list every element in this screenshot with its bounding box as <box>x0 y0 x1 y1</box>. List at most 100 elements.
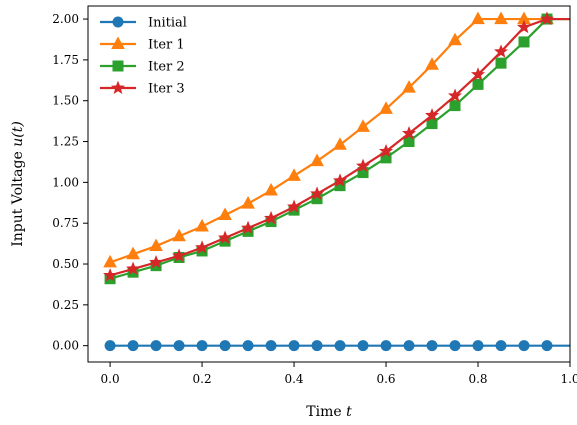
data-point <box>403 340 415 352</box>
y-tick-label: 1.25 <box>52 135 79 149</box>
data-point <box>471 11 485 25</box>
series-iter-1 <box>103 11 570 268</box>
data-point <box>149 238 163 252</box>
data-point <box>195 240 210 254</box>
y-axis-label-var: u(t) <box>10 121 26 147</box>
data-point <box>219 340 231 352</box>
data-point <box>103 254 117 268</box>
legend-label: Iter 2 <box>148 60 185 75</box>
series-iter-3 <box>103 11 570 282</box>
legend: Initial Iter 1 Iter 2 Iter 3 <box>100 16 187 97</box>
x-tick-label: 0.6 <box>376 372 395 386</box>
series-initial <box>104 340 570 352</box>
data-point <box>287 168 301 181</box>
data-point <box>311 340 323 352</box>
data-point <box>449 100 461 112</box>
data-point <box>126 246 140 260</box>
legend-swatch-marker <box>110 80 126 94</box>
data-point <box>103 268 118 282</box>
data-point <box>333 173 348 187</box>
legend-swatch-marker <box>111 36 125 49</box>
data-point <box>402 126 417 140</box>
data-point <box>472 78 484 90</box>
data-point <box>195 218 209 232</box>
data-point <box>241 196 255 209</box>
data-point <box>288 340 300 352</box>
y-tick-label: 0.25 <box>52 298 79 312</box>
data-point <box>494 11 508 25</box>
x-tick-label: 0.0 <box>101 372 120 386</box>
data-point <box>425 57 439 70</box>
y-tick-label: 0.75 <box>52 216 79 230</box>
data-point <box>173 340 185 352</box>
data-point <box>356 119 370 132</box>
x-axis-label-text: Time <box>306 404 341 420</box>
x-tick-label: 0.8 <box>468 372 487 386</box>
legend-swatch-marker <box>112 16 124 28</box>
y-tick-label: 0.50 <box>52 257 79 271</box>
y-tick-label: 1.50 <box>52 94 79 108</box>
y-tick-label: 1.00 <box>52 175 79 189</box>
data-point <box>518 36 530 48</box>
data-point <box>264 182 278 196</box>
data-point <box>541 340 553 352</box>
data-point <box>380 340 392 352</box>
plot-frame <box>87 5 571 363</box>
data-point <box>448 32 462 46</box>
x-tick-label: 0.4 <box>284 372 303 386</box>
x-tick-label: 1.0 <box>560 372 577 386</box>
data-point <box>333 137 347 150</box>
y-tick-label: 1.75 <box>52 53 79 67</box>
data-point <box>127 340 139 352</box>
data-point <box>472 340 484 352</box>
data-point <box>516 19 532 34</box>
data-point <box>218 230 233 244</box>
data-point <box>172 228 186 242</box>
data-point <box>218 207 232 221</box>
y-tick-label: 0.00 <box>52 339 79 353</box>
data-point <box>539 11 555 26</box>
x-axis-label: Time t <box>306 404 352 420</box>
data-point <box>495 57 507 69</box>
legend-item: Initial <box>100 16 187 31</box>
y-axis-label: Input Voltage u(t) <box>10 121 26 247</box>
data-point <box>449 340 461 352</box>
series-layer <box>103 11 570 352</box>
data-point <box>196 340 208 352</box>
legend-label: Iter 1 <box>148 38 185 53</box>
legend-item: Iter 1 <box>100 36 185 53</box>
data-point <box>471 67 486 81</box>
data-point <box>402 80 416 93</box>
data-point <box>126 261 141 275</box>
data-point <box>334 340 346 352</box>
data-point <box>426 340 438 352</box>
data-point <box>425 108 440 122</box>
y-axis-label-text: Input Voltage <box>10 151 26 247</box>
data-point <box>310 153 324 167</box>
legend-swatch-marker <box>112 60 124 72</box>
data-point <box>379 143 394 158</box>
data-point <box>356 158 371 172</box>
legend-label: Iter 3 <box>148 82 185 97</box>
data-point <box>494 44 509 58</box>
data-point <box>518 340 530 352</box>
legend-label: Initial <box>148 16 187 31</box>
data-point <box>265 340 277 352</box>
data-point <box>242 340 254 352</box>
data-point <box>495 340 507 352</box>
data-point <box>104 340 116 352</box>
y-tick-label: 2.00 <box>52 12 79 26</box>
x-tick-label: 0.2 <box>193 372 212 386</box>
data-point <box>357 340 369 352</box>
legend-item: Iter 2 <box>100 60 185 75</box>
data-point <box>241 220 256 235</box>
data-point <box>287 199 302 213</box>
data-point <box>149 255 164 269</box>
x-axis: 0.0 0.2 0.4 0.6 0.8 1.0 <box>101 362 577 386</box>
y-axis: 0.00 0.25 0.50 0.75 1.00 1.25 1.50 1.75 2.00 <box>52 12 88 353</box>
data-point <box>448 88 463 102</box>
x-axis-label-var: t <box>346 404 352 420</box>
data-point <box>310 186 325 200</box>
data-point <box>264 210 279 225</box>
